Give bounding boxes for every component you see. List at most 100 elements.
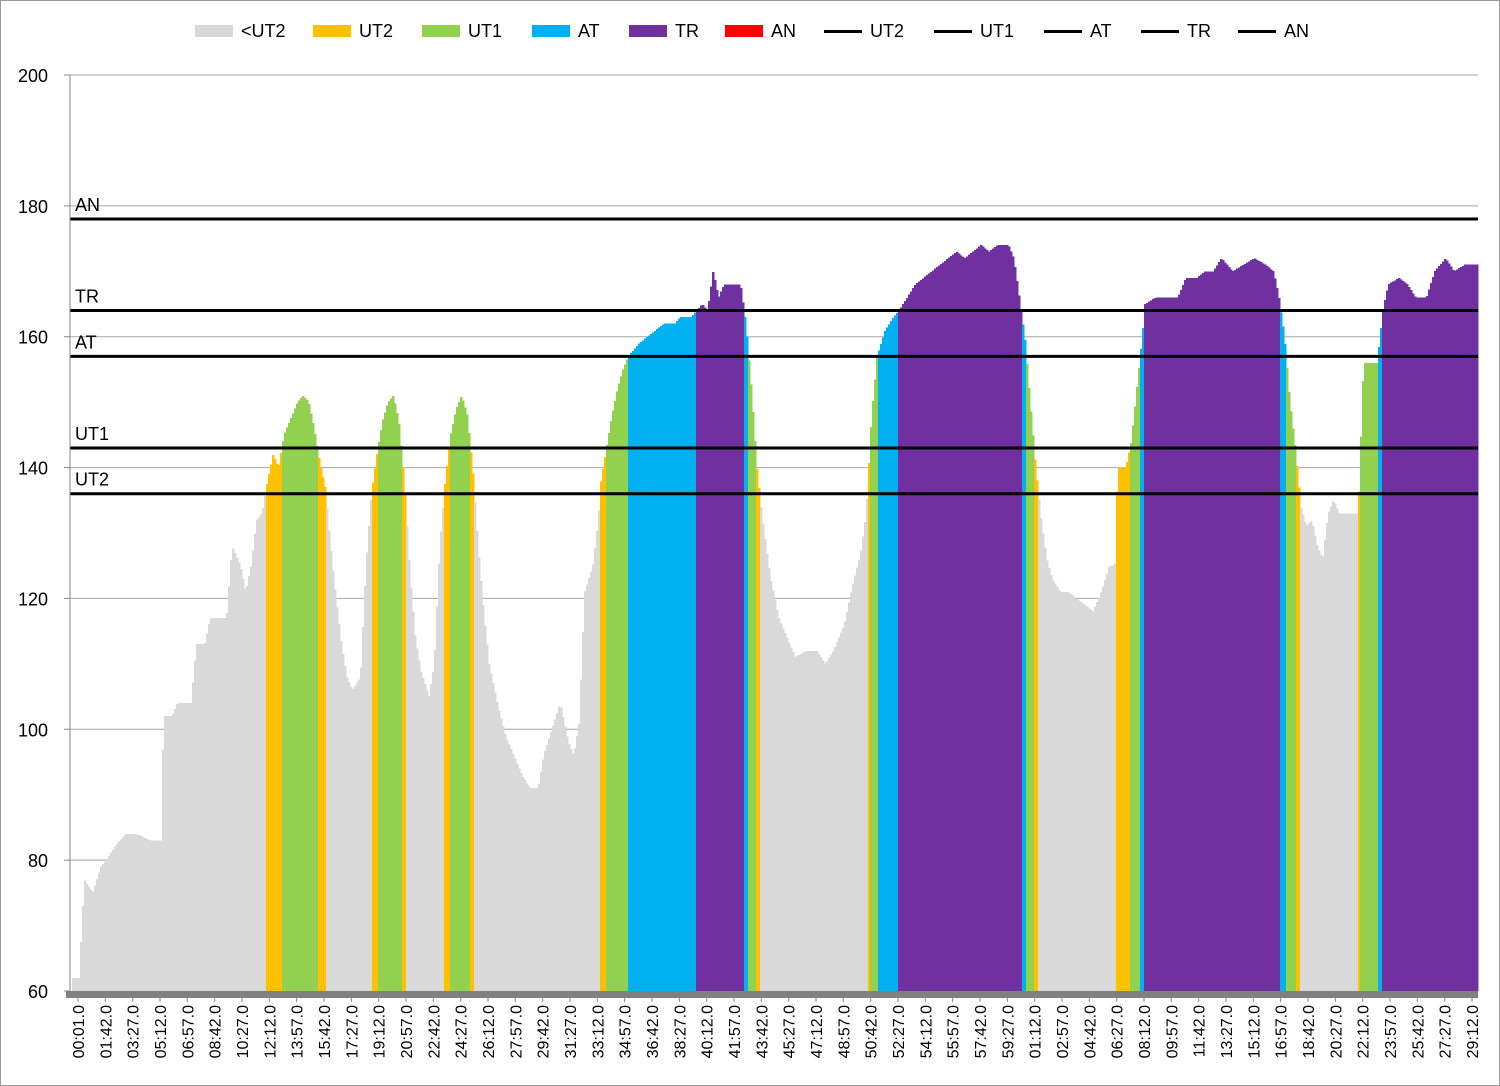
hr-bar-below-ut2-394 [860,550,863,991]
hr-bar-tr-335 [742,302,745,992]
hr-bar-below-ut2-490 [1052,580,1055,991]
hr-bar-ut1-651 [1374,362,1377,991]
hr-bar-below-ut2-232 [536,788,539,991]
hr-bar-below-ut2-515 [1102,586,1105,991]
hr-bar-below-ut2-253 [578,723,581,991]
hr-bar-below-ut2-82 [236,557,239,991]
hr-bar-ut2-97 [266,484,269,991]
hr-bar-tr-600 [1272,270,1275,992]
hr-bar-ut1-122 [316,445,319,991]
hr-bar-tr-439 [950,255,953,992]
hr-bar-ut2-527 [1126,462,1129,991]
hr-bar-below-ut2-260 [592,564,595,991]
hr-bar-ut1-159 [390,398,393,991]
hr-bar-below-ut2-178 [428,695,431,991]
hr-bar-below-ut2-176 [424,684,427,991]
hr-bar-below-ut2-128 [328,530,331,991]
hr-bar-below-ut2-14 [100,866,103,991]
x-tick-label-35: 01:12.0 [1028,1005,1045,1058]
hr-bar-below-ut2-84 [240,569,243,991]
hr-bar-below-ut2-395 [862,536,865,991]
hr-bar-below-ut2-0 [72,977,75,991]
hr-bar-tr-567 [1206,271,1209,991]
hr-bar-tr-465 [1002,245,1005,992]
hr-bar-below-ut2-360 [792,652,795,991]
legend-item-below-ut2: <UT2 [195,18,286,44]
hr-bar-below-ut2-217 [506,739,509,991]
hr-bar-below-ut2-146 [364,586,367,991]
hr-bar-tr-687 [1446,260,1449,991]
hr-bar-below-ut2-619 [1310,520,1313,991]
hr-bar-ut1-532 [1136,387,1139,991]
hr-bar-below-ut2-388 [848,602,851,991]
hr-bar-below-ut2-24 [120,839,123,991]
hr-bar-below-ut2-234 [540,771,543,991]
hr-bar-tr-596 [1264,264,1267,992]
hr-bar-below-ut2-218 [508,744,511,991]
hr-bar-tr-445 [962,256,965,991]
hr-bar-below-ut2-624 [1320,555,1323,991]
hr-bar-at-410 [892,317,895,991]
legend-item-line-an: AN [1238,18,1309,44]
hr-bar-at-412 [896,312,899,991]
hr-bar-ut1-197 [466,414,469,991]
hr-bar-ut2-186 [444,483,447,991]
hr-bar-below-ut2-179 [430,683,433,991]
hr-bar-tr-691 [1454,270,1457,991]
hr-bar-tr-425 [922,278,925,991]
x-tick-label-30: 52:27.0 [891,1005,908,1058]
hr-bar-tr-588 [1248,261,1251,992]
hr-bar-ut2-525 [1122,467,1125,992]
threshold-label-an: AN [75,195,100,215]
hr-bar-below-ut2-514 [1100,592,1103,991]
hr-bar-tr-675 [1422,297,1425,991]
hr-bar-at-337 [746,336,749,991]
hr-bar-tr-453 [978,246,981,992]
y-tick-label-160: 160 [18,328,48,348]
hr-bar-tr-312 [696,310,699,991]
hr-bar-below-ut2-488 [1048,567,1051,991]
hr-bar-tr-449 [970,253,973,991]
hr-bar-below-ut2-43 [158,840,161,991]
hr-bar-tr-574 [1220,259,1223,991]
hr-bar-below-ut2-35 [142,837,145,991]
x-tick-label-29: 50:42.0 [864,1005,881,1058]
x-tick-label-22: 38:27.0 [672,1005,689,1058]
x-tick-label-18: 31:27.0 [563,1005,580,1058]
x-tick-label-33: 57:42.0 [973,1005,990,1058]
hr-bar-below-ut2-245 [562,717,565,991]
hr-bar-ut2-150 [372,482,375,991]
hr-bar-below-ut2-370 [812,650,815,991]
hr-bar-tr-460 [992,248,995,991]
hr-bar-below-ut2-143 [358,679,361,991]
hr-bar-below-ut2-145 [362,626,365,991]
hr-bar-tr-575 [1222,259,1225,991]
hr-bar-ut2-398 [868,463,871,991]
legend-swatch-at [532,25,570,37]
hr-bar-below-ut2-58 [188,703,191,991]
hr-bar-tr-690 [1452,269,1455,991]
x-tick-label-11: 19:12.0 [372,1005,389,1058]
hr-bar-below-ut2-247 [566,736,569,991]
hr-bar-tr-327 [726,284,729,991]
hr-bar-tr-603 [1278,297,1281,991]
hr-bar-ut1-272 [616,391,619,992]
hr-bar-at-407 [886,327,889,991]
hr-bar-tr-471 [1014,266,1017,992]
hr-bar-at-305 [682,317,685,992]
hr-bar-tr-472 [1016,281,1019,991]
hr-bar-below-ut2-219 [510,749,513,991]
hr-bar-ut1-277 [626,359,629,991]
hr-bar-below-ut2-495 [1062,591,1065,991]
hr-bar-below-ut2-171 [414,635,417,991]
hr-bar-at-403 [878,350,881,991]
hr-bar-tr-438 [948,257,951,992]
y-tick-label-200: 200 [18,66,48,86]
hr-bar-tr-554 [1180,289,1183,991]
hr-bar-tr-549 [1170,297,1173,991]
hr-bar-below-ut2-207 [486,644,489,991]
hr-bar-below-ut2-389 [850,592,853,991]
hr-bar-below-ut2-91 [254,533,257,991]
hr-bar-at-408 [888,324,891,992]
hr-bar-below-ut2-356 [784,633,787,991]
